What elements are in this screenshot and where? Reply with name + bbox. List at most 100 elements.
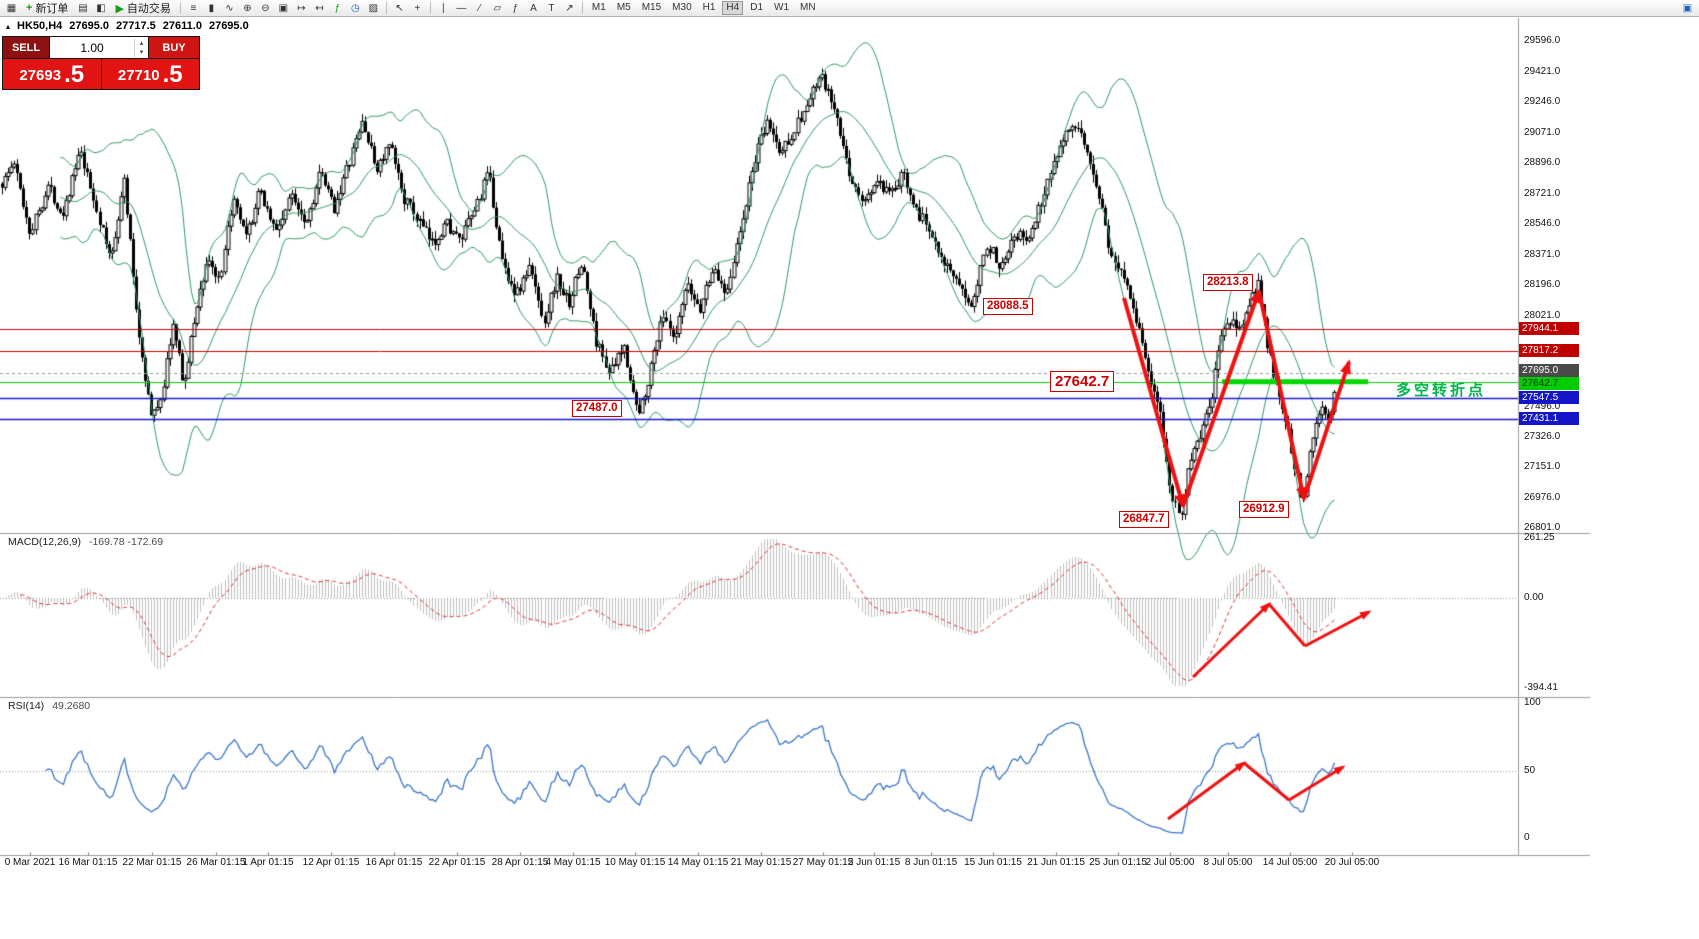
timeframe-button-m15[interactable]: M15 <box>641 2 662 13</box>
rsi-scale-label: 100 <box>1524 697 1541 708</box>
sell-button[interactable]: SELL <box>3 37 49 58</box>
periods-icon[interactable]: ◷ <box>351 2 360 14</box>
vertical-line-icon[interactable]: ∣ <box>440 2 446 14</box>
time-axis-label: 8 Jul 05:00 <box>1203 857 1253 868</box>
price-line-badge: 27547.5 <box>1519 391 1579 405</box>
time-axis-label: 21 May 01:15 <box>730 857 792 868</box>
toolbar-separator <box>581 2 583 14</box>
timeframe-button-m1[interactable]: M1 <box>591 2 606 13</box>
buy-button[interactable]: BUY <box>149 37 199 58</box>
time-axis-label: 20 Jul 05:00 <box>1324 857 1380 868</box>
price-callout[interactable]: 27487.0 <box>572 400 622 417</box>
price-axis-label: 27496.0 <box>1524 401 1561 413</box>
time-axis-label: 14 May 01:15 <box>667 857 729 868</box>
crosshair-icon[interactable]: + <box>414 2 421 14</box>
time-axis-label: 22 Apr 01:15 <box>428 857 486 868</box>
toolbar-separator <box>385 2 387 14</box>
pivot-note[interactable]: 多空转折点 <box>1396 382 1487 399</box>
timeframe-button-w1[interactable]: W1 <box>774 2 790 13</box>
market-watch-icon[interactable]: ▤ <box>78 2 88 14</box>
buy-price[interactable]: 27710 .5 <box>101 59 199 89</box>
zoom-in-icon[interactable]: ⊕ <box>243 2 252 14</box>
price-axis-label: 29071.0 <box>1524 126 1561 138</box>
tile-windows-icon[interactable]: ▣ <box>278 2 289 14</box>
quote-high: 27717.5 <box>116 20 156 32</box>
price-line-badge: 27695.0 <box>1519 363 1579 377</box>
rsi-indicator-label: RSI(14) 49.2680 <box>8 700 90 712</box>
price-callout[interactable]: 27642.7 <box>1050 371 1115 392</box>
timeframe-button-h4[interactable]: H4 <box>722 1 744 15</box>
time-axis-label: 2 Jun 01:15 <box>847 857 901 868</box>
price-axis-label: 28021.0 <box>1524 309 1561 321</box>
cursor-icon[interactable]: ↖ <box>395 2 404 14</box>
price-axis-label: 28896.0 <box>1524 157 1561 169</box>
price-axis-label: 28721.0 <box>1524 187 1561 199</box>
time-axis-label: 14 Jul 05:00 <box>1262 857 1318 868</box>
timeframe-button-mn[interactable]: MN <box>800 2 816 13</box>
new-chart-icon[interactable]: ▦ <box>6 2 17 14</box>
price-callout[interactable]: 26912.9 <box>1239 501 1289 518</box>
equidistant-channel-icon[interactable]: ▱ <box>493 2 502 14</box>
time-axis-label: 12 Apr 01:15 <box>302 857 360 868</box>
auto-trading-button[interactable]: ▶ 自动交易 <box>110 1 175 16</box>
one-click-trading-widget: SELL 1.00 ▴ ▾ BUY 27693 .5 27710 .5 <box>2 36 200 90</box>
price-line-badge: 27431.1 <box>1519 411 1579 425</box>
time-axis-label: 16 Mar 01:15 <box>58 857 118 868</box>
chart-shift-icon[interactable]: ↤ <box>315 2 324 14</box>
bar-chart-icon[interactable]: ≡ <box>190 2 197 14</box>
macd-indicator-label: MACD(12,26,9) -169.78 -172.69 <box>8 536 163 548</box>
new-order-button-label: 新订单 <box>35 3 69 15</box>
buy-price-frac: .5 <box>162 61 183 88</box>
timeframe-button-m30[interactable]: M30 <box>672 2 692 13</box>
symbol-period-label: HK50,H4 <box>17 20 63 32</box>
price-axis-label: 27151.0 <box>1524 461 1561 473</box>
text-label-icon[interactable]: T <box>548 2 555 14</box>
macd-scale-label: -394.41 <box>1524 682 1558 693</box>
price-axis-label: 28546.0 <box>1524 218 1561 230</box>
volume-stepper[interactable]: 1.00 ▴ ▾ <box>50 37 148 58</box>
time-axis-label: 22 Mar 01:15 <box>122 857 182 868</box>
terminal-icon[interactable]: ◧ <box>96 2 106 14</box>
price-callout[interactable]: 26847.7 <box>1119 511 1169 528</box>
price-callout[interactable]: 28213.8 <box>1203 274 1253 291</box>
new-order-icon: + <box>26 2 33 14</box>
horizontal-line-icon[interactable]: ― <box>456 2 467 14</box>
symbol-collapse-icon[interactable]: ▴ <box>6 21 11 31</box>
timeframe-button-m5[interactable]: M5 <box>616 2 631 13</box>
volume-up-arrow-icon[interactable]: ▴ <box>139 39 144 47</box>
price-axis-label: 29421.0 <box>1524 65 1561 77</box>
volume-value[interactable]: 1.00 <box>80 40 104 55</box>
macd-scale-label: 261.25 <box>1524 532 1555 543</box>
quote-open: 27695.0 <box>69 20 110 32</box>
zoom-out-icon[interactable]: ⊖ <box>261 2 270 14</box>
time-axis-label: 4 May 01:15 <box>545 857 601 868</box>
templates-icon[interactable]: ▨ <box>368 2 379 14</box>
time-axis-label: 16 Apr 01:15 <box>365 857 423 868</box>
line-chart-icon[interactable]: ∿ <box>225 2 234 14</box>
new-order-button[interactable]: + 新订单 <box>21 1 73 16</box>
price-axis-label: 29246.0 <box>1524 96 1561 108</box>
text-icon[interactable]: A <box>530 2 537 14</box>
price-axis-label: 27326.0 <box>1524 430 1561 442</box>
time-axis-label: 0 Mar 2021 <box>4 857 56 868</box>
sell-price[interactable]: 27693 .5 <box>3 59 101 89</box>
price-callout[interactable]: 28088.5 <box>983 298 1033 315</box>
buy-price-main: 27710 <box>117 67 160 84</box>
quote-low: 27611.0 <box>162 20 202 32</box>
auto-scroll-icon[interactable]: ↦ <box>297 2 306 14</box>
time-axis-label: 28 Apr 01:15 <box>491 857 549 868</box>
arrows-tool-icon[interactable]: ↗ <box>565 2 574 14</box>
candlestick-chart-icon[interactable]: ▮ <box>208 2 215 14</box>
auto-trading-button-label: 自动交易 <box>126 3 171 15</box>
quote-close: 27695.0 <box>208 20 249 32</box>
fibonacci-icon[interactable]: ƒ <box>512 2 519 14</box>
trendline-icon[interactable]: ∕ <box>478 2 481 14</box>
volume-down-arrow-icon[interactable]: ▾ <box>139 48 144 56</box>
app-icon[interactable]: ▣ <box>1682 2 1693 14</box>
timeframe-button-h1[interactable]: H1 <box>702 2 716 13</box>
indicators-icon[interactable]: ƒ <box>334 2 341 14</box>
timeframe-button-d1[interactable]: D1 <box>750 2 764 13</box>
time-axis-label: 8 Jun 01:15 <box>904 857 958 868</box>
